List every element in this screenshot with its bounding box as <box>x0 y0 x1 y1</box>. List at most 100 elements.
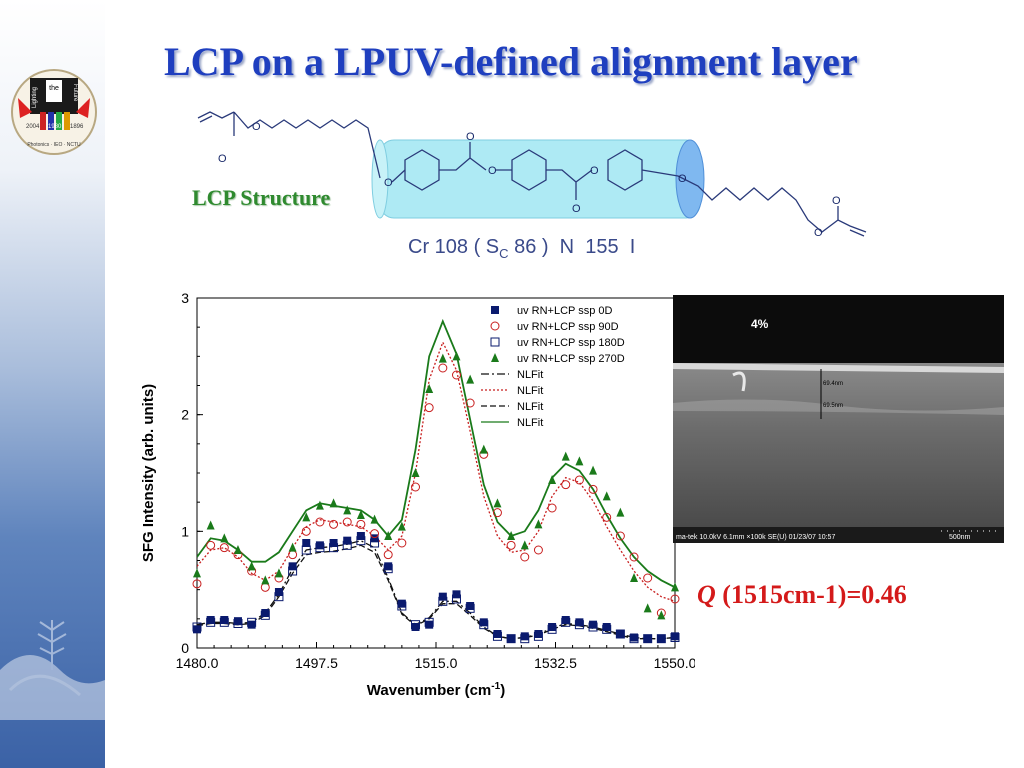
data-point-s0 <box>233 617 242 626</box>
data-point-s3 <box>534 519 543 529</box>
plot-frame <box>196 297 676 649</box>
data-point-s3 <box>493 498 502 508</box>
data-point-s3 <box>425 384 434 393</box>
sem-top-film-edge <box>673 363 1004 373</box>
data-point-s2 <box>492 631 502 641</box>
data-point-s3 <box>466 374 475 384</box>
data-point-s1 <box>533 545 543 555</box>
data-point-s2 <box>288 566 298 576</box>
data-point-s0 <box>384 562 393 571</box>
x-tick-label: 1550.0 <box>654 655 695 671</box>
data-point-s0 <box>261 609 270 617</box>
data-point-s3 <box>193 568 201 578</box>
data-point-s0 <box>466 602 475 610</box>
data-point-s3 <box>261 575 270 585</box>
ether-oxygen-2: O <box>384 177 393 189</box>
ether-oxygen-1: O <box>252 121 261 133</box>
y-tick-label: 3 <box>181 290 189 306</box>
legend-label-4: NLFit <box>517 369 543 381</box>
phase-subscript: C <box>499 246 509 261</box>
data-point-s2 <box>533 631 543 641</box>
data-point-s2 <box>342 540 352 550</box>
x-tick-label: 1497.5 <box>295 655 338 671</box>
lighting-the-future-logo: the Lighting Future 2004 1980 1896 Photo… <box>11 69 97 155</box>
data-point-s0 <box>643 634 652 643</box>
sfg-spectrum-chart: 1480.0 1497.5 1515.0 1532.5 1550.0 0 1 2 3 Wavenu… <box>140 290 695 699</box>
carbonyl-oxygen-3: O <box>572 203 581 215</box>
logo-left-word: Lighting <box>32 87 38 108</box>
data-point-s1 <box>547 503 557 513</box>
data-point-s1 <box>411 482 421 492</box>
x-tick-label: 1480.0 <box>176 655 219 671</box>
y-tick-label: 0 <box>181 640 189 656</box>
mesogen-core-cylinder <box>379 139 701 219</box>
legend-marker-3 <box>491 353 499 362</box>
data-point-s0 <box>438 592 447 601</box>
data-point-s2 <box>643 634 653 644</box>
data-point-s0 <box>493 630 502 638</box>
data-point-s3 <box>302 512 311 522</box>
data-point-s0 <box>343 536 352 545</box>
data-point-s1 <box>574 475 584 485</box>
sem-substrate-region <box>673 363 1004 527</box>
data-point-s1 <box>602 512 612 522</box>
data-point-s2 <box>192 622 202 632</box>
data-point-s1 <box>506 540 516 550</box>
data-point-s3 <box>206 520 215 530</box>
data-point-s0 <box>452 590 461 599</box>
data-point-s0 <box>507 634 516 643</box>
data-point-s3 <box>479 444 488 454</box>
data-point-s1 <box>301 526 311 536</box>
data-point-s2 <box>383 564 393 574</box>
legend-label-1: uv RN+LCP ssp 90D <box>517 321 619 333</box>
sem-footer-left: ma-tek 10.0kV 6.1mm ×100k SE(U) 01/23/07… <box>676 534 835 541</box>
data-point-s0 <box>575 618 584 627</box>
data-point-s3 <box>397 521 406 531</box>
logo-top-word: the <box>49 85 59 92</box>
data-point-s3 <box>329 498 338 508</box>
data-point-s3 <box>315 500 324 510</box>
data-point-s2 <box>479 620 489 630</box>
data-point-s0 <box>561 616 570 624</box>
data-point-s0 <box>411 623 420 631</box>
data-point-s0 <box>193 625 201 634</box>
sem-concentration-label: 4% <box>751 317 769 331</box>
data-point-s2 <box>219 617 229 627</box>
data-point-s2 <box>465 603 475 613</box>
data-point-s3 <box>643 603 652 613</box>
legend-marker-1 <box>490 321 500 331</box>
data-point-s1 <box>219 543 229 553</box>
carbonyl-oxygen-2: O <box>466 131 475 143</box>
data-point-s2 <box>615 629 625 639</box>
data-point-s0 <box>671 632 679 641</box>
data-point-s3 <box>548 475 557 484</box>
data-point-s0 <box>329 539 338 547</box>
data-point-s3 <box>630 573 639 582</box>
mesogen-cylinder-cap <box>675 139 705 219</box>
legend-marker-0 <box>491 306 499 314</box>
data-point-s1 <box>438 363 448 373</box>
data-point-s1 <box>342 517 352 527</box>
data-point-s3 <box>233 545 242 554</box>
sem-info-bar <box>673 527 1004 543</box>
data-point-s2 <box>411 620 421 630</box>
data-point-s2 <box>370 538 380 548</box>
data-point-s3 <box>247 561 256 571</box>
data-point-s2 <box>233 619 243 628</box>
data-point-s0 <box>589 620 598 629</box>
data-point-s2 <box>588 622 598 632</box>
data-point-s1 <box>588 484 598 494</box>
data-point-s2 <box>561 617 571 627</box>
data-point-s3 <box>356 510 365 519</box>
data-point-s0 <box>370 534 379 543</box>
y-axis-label: SFG Intensity (arb. units) <box>140 384 157 562</box>
data-point-s2 <box>424 617 434 627</box>
data-point-s2 <box>356 536 366 546</box>
data-point-s3 <box>384 531 393 540</box>
data-point-s2 <box>260 610 270 620</box>
data-point-s3 <box>343 505 352 515</box>
data-point-s0 <box>657 634 666 643</box>
y-tick-label: 2 <box>181 407 189 423</box>
fit-line-4 <box>197 540 675 640</box>
fit-line-5 <box>197 340 675 602</box>
